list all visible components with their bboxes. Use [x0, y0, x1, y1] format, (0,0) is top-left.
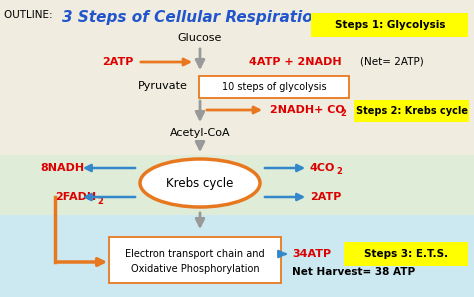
Text: Pyruvate: Pyruvate	[138, 81, 188, 91]
Text: Oxidative Phosphorylation: Oxidative Phosphorylation	[131, 264, 259, 274]
FancyBboxPatch shape	[199, 76, 349, 98]
Text: 2ATP: 2ATP	[102, 57, 134, 67]
Text: 2: 2	[340, 110, 346, 119]
Bar	[0, 0, 474, 155]
Text: Acetyl-CoA: Acetyl-CoA	[170, 128, 230, 138]
FancyBboxPatch shape	[109, 237, 281, 283]
Text: 4CO: 4CO	[310, 163, 336, 173]
Text: 2: 2	[97, 197, 103, 206]
Text: Glucose: Glucose	[178, 33, 222, 43]
Text: 10 steps of glycolysis: 10 steps of glycolysis	[222, 82, 326, 92]
Text: 34ATP: 34ATP	[292, 249, 331, 259]
Text: 2FADH: 2FADH	[55, 192, 96, 202]
Text: 8NADH: 8NADH	[40, 163, 84, 173]
FancyBboxPatch shape	[344, 242, 468, 266]
Text: 2: 2	[336, 168, 342, 176]
Text: Steps 1: Glycolysis: Steps 1: Glycolysis	[335, 20, 445, 30]
Text: Steps 2: Krebs cycle: Steps 2: Krebs cycle	[356, 106, 468, 116]
FancyBboxPatch shape	[354, 100, 469, 122]
Bar	[0, 215, 474, 297]
Text: 2ATP: 2ATP	[310, 192, 341, 202]
Text: 4ATP + 2NADH: 4ATP + 2NADH	[249, 57, 341, 67]
Ellipse shape	[140, 159, 260, 207]
Text: Krebs cycle: Krebs cycle	[166, 176, 234, 189]
Text: Net Harvest= 38 ATP: Net Harvest= 38 ATP	[292, 267, 415, 277]
Text: 3 Steps of Cellular Respiration: 3 Steps of Cellular Respiration	[62, 10, 324, 25]
Text: OUTLINE:: OUTLINE:	[4, 10, 56, 20]
Text: Electron transport chain and: Electron transport chain and	[125, 249, 265, 259]
Text: 2NADH+ CO: 2NADH+ CO	[270, 105, 345, 115]
Text: (Net= 2ATP): (Net= 2ATP)	[360, 57, 424, 67]
Text: Steps 3: E.T.S.: Steps 3: E.T.S.	[364, 249, 448, 259]
FancyBboxPatch shape	[311, 13, 468, 37]
Bar	[0, 155, 474, 235]
